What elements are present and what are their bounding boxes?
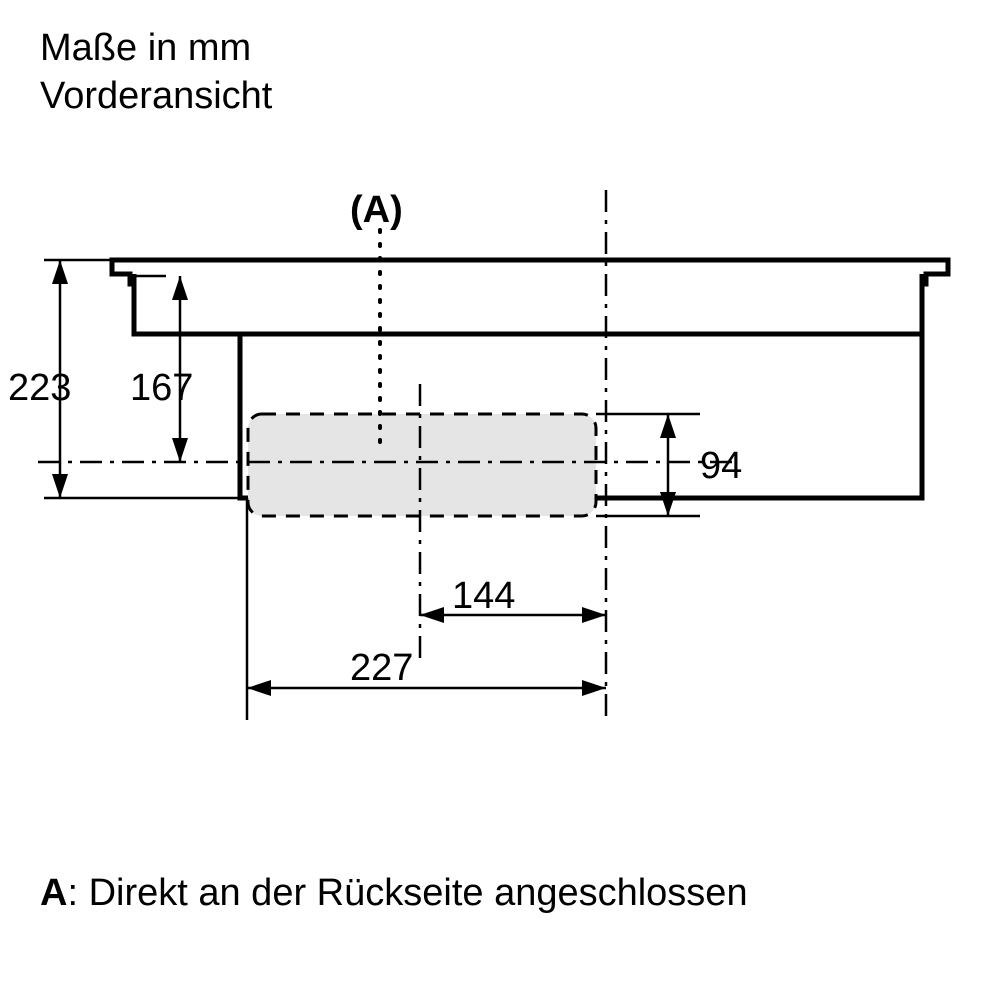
a-ref-label: (A) <box>350 189 403 231</box>
dim-144-value: 144 <box>452 575 515 617</box>
technical-drawing: Maße in mm Vorderansicht (A) 223 167 <box>0 0 1000 1000</box>
title-line1: Maße in mm <box>40 27 251 69</box>
dim-227-value: 227 <box>350 647 413 689</box>
dim-94-value: 94 <box>700 445 742 487</box>
dim-167-value: 167 <box>130 367 193 409</box>
footnote-text: : Direkt an der Rückseite angeschlossen <box>67 872 747 914</box>
title-line2: Vorderansicht <box>40 75 273 117</box>
footnote: A: Direkt an der Rückseite angeschlossen <box>40 872 748 914</box>
dim-167: 167 <box>130 276 193 462</box>
dim-94: 94 <box>596 414 742 516</box>
dim-227: 227 <box>247 498 606 720</box>
dim-223-value: 223 <box>8 367 71 409</box>
footnote-prefix: A <box>40 872 67 914</box>
connection-zone <box>248 414 596 516</box>
dim-144: 144 <box>420 575 606 623</box>
